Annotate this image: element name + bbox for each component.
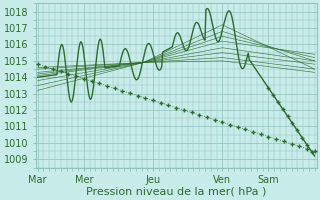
X-axis label: Pression niveau de la mer( hPa ): Pression niveau de la mer( hPa ) xyxy=(86,187,266,197)
